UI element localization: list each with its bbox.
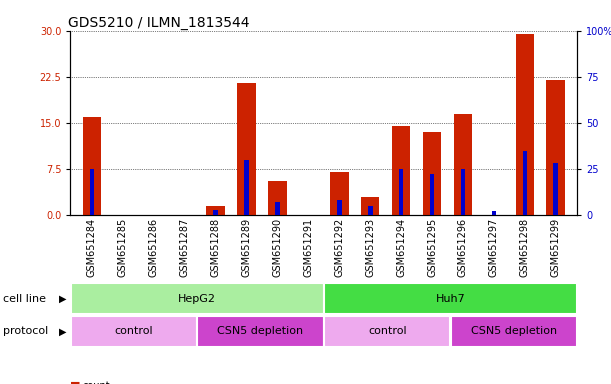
Bar [71,283,323,314]
Bar [324,316,450,347]
Bar [461,169,466,215]
Bar [492,211,496,215]
Bar [423,132,441,215]
Bar [368,206,373,215]
Bar [516,34,534,215]
Bar [337,200,342,215]
Text: protocol: protocol [3,326,48,336]
Bar [244,160,249,215]
Bar [324,283,577,314]
Text: CSN5 depletion: CSN5 depletion [218,326,304,336]
Text: Huh7: Huh7 [436,293,466,304]
Text: cell line: cell line [3,294,46,304]
Text: ▶: ▶ [59,326,66,336]
Bar [430,174,434,215]
Bar [454,114,472,215]
Bar [392,126,411,215]
Bar [197,316,323,347]
Bar [82,117,101,215]
Bar [451,316,577,347]
Bar [275,202,280,215]
Text: count: count [82,381,110,384]
Text: HepG2: HepG2 [178,293,216,304]
Bar [554,164,558,215]
Bar [237,83,256,215]
Bar [399,169,403,215]
Bar [361,197,379,215]
Bar [522,151,527,215]
Bar [330,172,348,215]
Bar [268,181,287,215]
Text: ■: ■ [70,381,81,384]
Bar [71,316,197,347]
Bar [90,169,94,215]
Text: control: control [368,326,406,336]
Text: CSN5 depletion: CSN5 depletion [471,326,557,336]
Bar [213,210,218,215]
Text: GDS5210 / ILMN_1813544: GDS5210 / ILMN_1813544 [68,16,249,30]
Text: control: control [114,326,153,336]
Bar [546,80,565,215]
Bar [207,206,225,215]
Text: ▶: ▶ [59,294,66,304]
